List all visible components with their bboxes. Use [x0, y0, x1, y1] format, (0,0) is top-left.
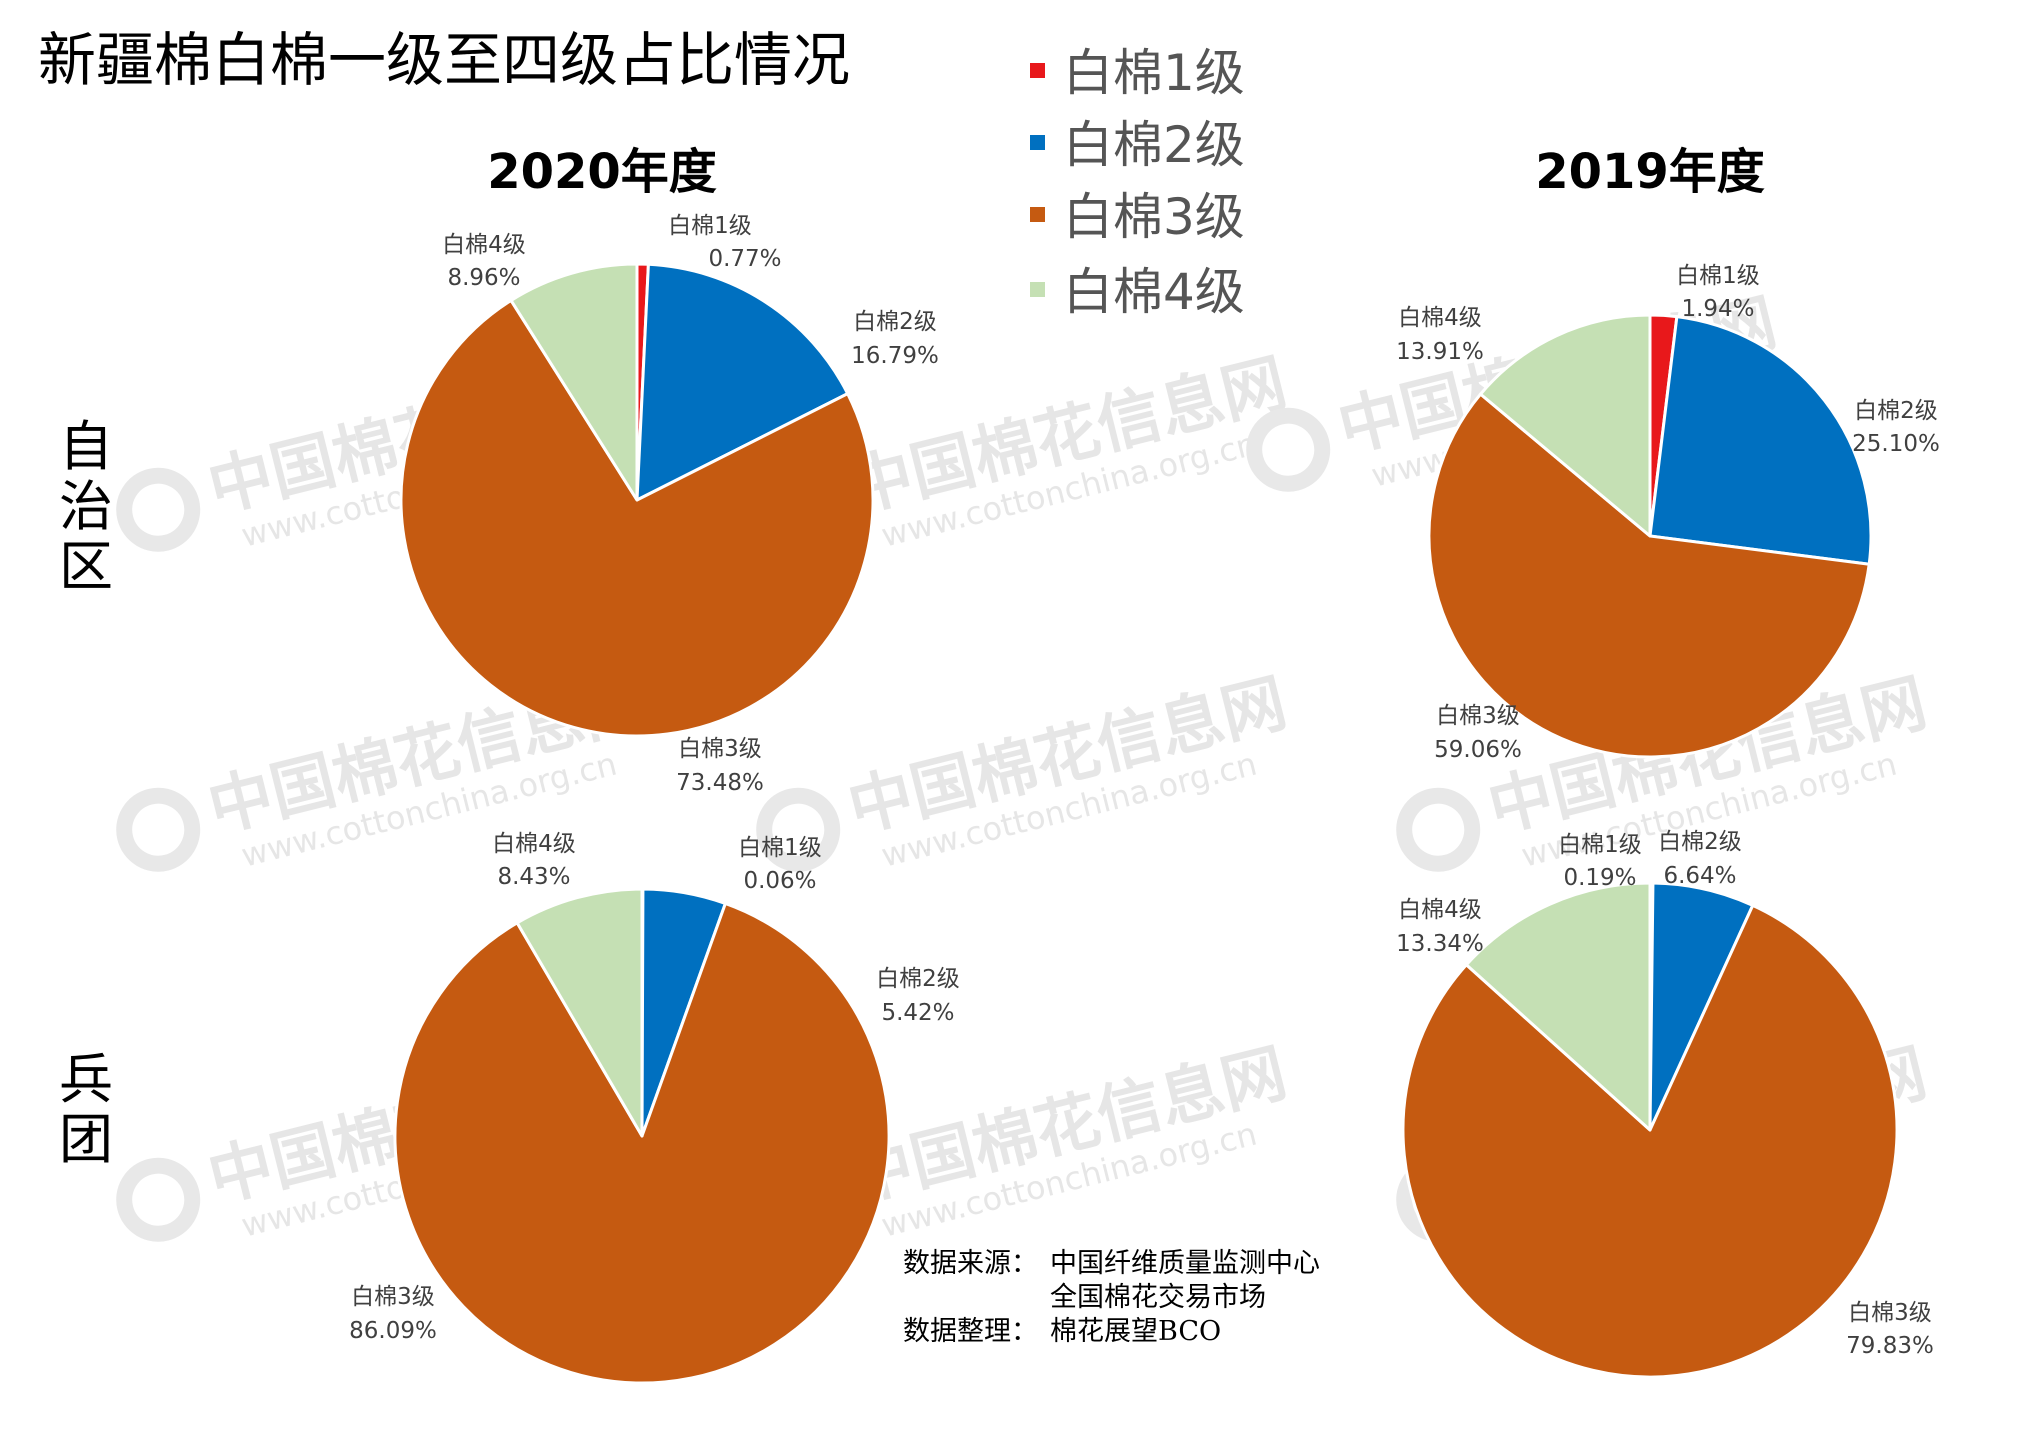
pie-slice-grade4 — [1479, 313, 1652, 538]
pie-slice-grade3 — [1427, 392, 1871, 759]
row-label-char: 自 — [59, 415, 113, 478]
legend: 白棉1级 白棉2级 白棉3级 白棉4级 — [1030, 44, 1245, 321]
watermark-logo — [1396, 787, 1481, 872]
legend-label-grade4: 白棉4级 — [1063, 263, 1245, 321]
watermark-logo — [116, 467, 201, 552]
data-label-category: 白棉4级 — [1398, 897, 1482, 923]
data-label-category: 白棉1级 — [1558, 832, 1642, 858]
pie-slice-grade4 — [515, 887, 644, 1138]
data-label-value: 5.42% — [881, 1000, 954, 1026]
data-label-category: 白棉2级 — [1658, 829, 1742, 855]
chart-title: 新疆棉白棉一级至四级占比情况 — [38, 26, 850, 94]
row-label-autonomous-region: 自 治 区 — [59, 415, 113, 598]
pie-chart: 白棉1级 0.77% 白棉2级 16.79% 白棉3级 73.48% 白棉4级 8.96% — [399, 213, 939, 796]
legend-swatch-grade4 — [1030, 282, 1045, 297]
pie-slice-grade3 — [393, 902, 891, 1385]
data-label-value: 13.91% — [1396, 339, 1484, 365]
data-label-category: 白棉3级 — [1848, 1300, 1932, 1326]
legend-swatch-grade3 — [1030, 207, 1045, 222]
data-label-value: 73.48% — [676, 770, 764, 796]
compiled-by-label: 数据整理： — [903, 1316, 1038, 1347]
data-label-value: 0.06% — [743, 868, 816, 894]
pie-slice-grade2 — [635, 262, 850, 502]
data-label-value: 1.94% — [1681, 296, 1754, 322]
row-label-char: 治 — [59, 475, 113, 538]
data-label-value: 8.96% — [447, 265, 520, 291]
source-label: 数据来源： — [903, 1248, 1038, 1279]
data-label-value: 6.64% — [1663, 863, 1736, 889]
legend-label-grade3: 白棉3级 — [1063, 188, 1245, 246]
data-label-category: 白棉1级 — [1676, 263, 1760, 289]
data-label-value: 59.06% — [1434, 737, 1522, 763]
data-label-category: 白棉4级 — [492, 831, 576, 857]
data-label-category: 白棉4级 — [1398, 305, 1482, 331]
data-label-category: 白棉4级 — [442, 232, 526, 258]
data-label-value: 13.34% — [1396, 931, 1484, 957]
pie-chart: 白棉1级 0.06% 白棉2级 5.42% 白棉3级 86.09% 白棉4级 8.43% — [349, 831, 960, 1385]
data-label-category: 白棉3级 — [678, 736, 762, 762]
data-label-value: 86.09% — [349, 1318, 437, 1344]
compiled-by-value: 棉花展望BCO — [1050, 1316, 1221, 1347]
pie-slice-grade3 — [399, 298, 875, 738]
legend-swatch-grade1 — [1030, 63, 1045, 78]
column-heading-2020: 2020年度 — [487, 144, 717, 200]
pie-slice-grade4 — [509, 262, 639, 502]
data-label-category: 白棉3级 — [1436, 703, 1520, 729]
watermark-logo — [116, 787, 201, 872]
data-label-category: 白棉1级 — [738, 835, 822, 861]
column-heading-2019: 2019年度 — [1535, 144, 1765, 200]
data-label-category: 白棉2级 — [1854, 398, 1938, 424]
watermark-logo — [1246, 407, 1331, 492]
data-label-category: 白棉2级 — [853, 309, 937, 335]
row-label-corps: 兵 团 — [59, 1048, 113, 1171]
watermark-logo — [116, 1157, 201, 1242]
pie-slice-grade3 — [1401, 903, 1899, 1379]
row-label-char: 团 — [59, 1108, 113, 1171]
pie-slice-grade2 — [1648, 315, 1873, 566]
data-label-category: 白棉2级 — [876, 966, 960, 992]
pie-slice-grade4 — [1464, 881, 1652, 1132]
legend-swatch-grade2 — [1030, 135, 1045, 150]
data-label-category: 白棉3级 — [351, 1284, 435, 1310]
data-label-value: 0.77% — [708, 246, 781, 272]
data-label-value: 25.10% — [1852, 431, 1940, 457]
pie-chart: 白棉1级 0.19% 白棉2级 6.64% 白棉3级 79.83% 白棉4级 13.34% — [1396, 829, 1934, 1379]
row-label-char: 兵 — [59, 1048, 113, 1111]
watermark-logo — [756, 787, 841, 872]
data-label-value: 0.19% — [1563, 865, 1636, 891]
source-value-1: 中国纤维质量监测中心 — [1050, 1248, 1320, 1279]
data-label-value: 79.83% — [1846, 1333, 1934, 1359]
legend-label-grade1: 白棉1级 — [1063, 44, 1245, 102]
data-label-value: 8.43% — [497, 864, 570, 890]
row-label-char: 区 — [59, 535, 113, 598]
pie-chart: 白棉1级 1.94% 白棉2级 25.10% 白棉3级 59.06% 白棉4级 13.91% — [1396, 263, 1940, 763]
legend-label-grade2: 白棉2级 — [1063, 116, 1245, 174]
source-note: 数据来源： 中国纤维质量监测中心 全国棉花交易市场 数据整理： 棉花展望BCO — [903, 1248, 1320, 1347]
source-value-2: 全国棉花交易市场 — [1050, 1282, 1266, 1313]
data-label-value: 16.79% — [851, 343, 939, 369]
data-label-category: 白棉1级 — [668, 213, 752, 239]
